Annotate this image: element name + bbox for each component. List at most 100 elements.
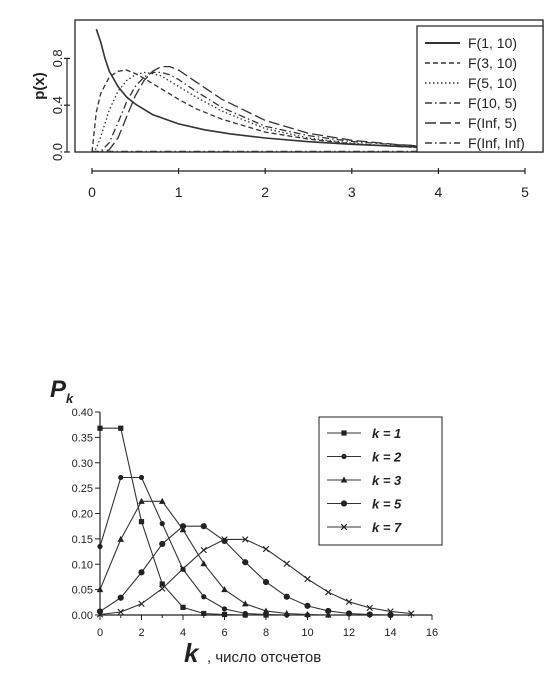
axis-ticks: 0 1 2 3 4 5 0.0 0.4 0.8 (50, 49, 529, 200)
data-point-k-7 (200, 546, 207, 554)
x-tick-label: 12 (343, 627, 355, 639)
x-tick-label: 6 (221, 627, 227, 639)
legend: F(1, 10) F(3, 10) F(5, 10) F(10, 5) F(Inf, 5… (416, 25, 544, 153)
data-point-k-5 (138, 569, 145, 576)
data-point-k-7 (138, 600, 145, 608)
data-point-k-5 (345, 610, 353, 617)
data-point-k-5 (200, 523, 207, 530)
legend-marker-k-5 (340, 500, 348, 507)
series-line-k-3 (99, 500, 329, 616)
y-axis-label-subscript: k (66, 391, 74, 406)
x-tick-label: 0 (97, 627, 103, 639)
y-tick-label: 0.20 (72, 509, 93, 521)
x-tick-label: 10 (301, 627, 313, 639)
data-point-k-7 (262, 545, 270, 553)
data-point-k-1 (138, 519, 145, 525)
data-point-k-7 (221, 536, 228, 543)
data-point-k-3 (262, 607, 270, 614)
x-tick-label: 5 (521, 184, 529, 200)
data-point-k-2 (201, 594, 207, 600)
x-tick-label: 1 (175, 184, 183, 200)
data-point-k-5 (366, 611, 373, 618)
data-point-k-2 (221, 606, 228, 612)
legend-marker-k-2 (341, 453, 347, 460)
data-point-k-7 (96, 611, 104, 618)
data-point-k-7 (408, 610, 415, 617)
data-point-k-7 (159, 585, 166, 592)
data-point-k-3 (324, 611, 332, 618)
y-tick-label: 0.8 (50, 49, 65, 67)
data-point-k-1 (159, 581, 165, 587)
data-point-k-5 (117, 594, 124, 601)
data-point-k-7 (117, 608, 124, 616)
data-point-k-5 (96, 608, 104, 615)
y-tick-label: 0.10 (72, 559, 93, 571)
data-point-k-5 (159, 540, 166, 548)
data-point-k-7 (387, 608, 394, 615)
data-point-k-5 (387, 611, 394, 619)
x-tick-label: 8 (263, 627, 269, 639)
data-point-k-2 (118, 474, 124, 481)
x-tick-label: 16 (426, 627, 438, 639)
axis-ticks: 0 2 4 6 8 10 12 14 16 0.00 0.05 0.10 0.15 0.20 0.25 0.3… (72, 407, 439, 639)
legend-marker-k-1 (341, 430, 347, 436)
y-tick-label: 0.05 (72, 585, 93, 597)
data-point-k-7 (366, 604, 373, 612)
series-line-f-5-10 (91, 71, 543, 152)
x-tick-label: 3 (348, 184, 356, 200)
legend-label-k-7: k = 7 (372, 520, 402, 535)
data-point-k-3 (200, 560, 208, 567)
legend-box (416, 25, 544, 153)
y-tick-label: 0.00 (72, 610, 93, 622)
x-axis-label-suffix: , число отсчетов (207, 649, 321, 666)
data-point-k-2 (138, 474, 145, 481)
y-axis-label: p(x) (31, 72, 48, 100)
x-axis-title: k , число отсчетов (184, 638, 321, 668)
legend-label-f-3-10: F(3, 10) (468, 55, 517, 71)
x-tick-label: 2 (138, 627, 144, 639)
legend-box (318, 416, 443, 546)
data-point-k-7 (325, 588, 332, 596)
data-point-k-2 (242, 610, 248, 617)
data-point-k-3 (158, 497, 166, 504)
legend-label-k-1: k = 1 (372, 426, 401, 441)
y-axis-title: P k (50, 376, 74, 406)
data-point-k-3 (241, 600, 249, 607)
data-point-k-3 (96, 586, 104, 593)
data-point-k-7 (304, 575, 311, 583)
data-point-k-3 (283, 609, 291, 616)
data-point-k-5 (262, 578, 270, 586)
legend-marker-k-7 (340, 523, 348, 531)
y-axis-label: P (50, 376, 67, 403)
x-tick-label: 0 (88, 184, 96, 200)
data-point-k-1 (97, 425, 103, 431)
data-point-k-5 (283, 593, 290, 600)
y-tick-label: 0.25 (72, 483, 93, 495)
data-point-k-7 (345, 598, 353, 605)
y-tick-label: 0.15 (72, 534, 93, 546)
series-line-k-1 (100, 427, 266, 616)
data-point-k-7 (179, 565, 187, 573)
legend-label-f-10-5: F(10, 5) (468, 95, 517, 111)
y-tick-label: 0.0 (50, 143, 65, 161)
legend-label-f-inf-inf: F(Inf, Inf) (468, 135, 525, 151)
legend-label-f-inf-5: F(Inf, 5) (468, 115, 517, 131)
data-point-k-3 (138, 497, 145, 504)
data-point-k-3 (304, 610, 311, 617)
data-point-k-5 (179, 523, 187, 530)
series-layer (96, 425, 415, 619)
legend-marker-k-3 (340, 476, 348, 483)
data-point-k-2 (97, 543, 103, 550)
y-tick-label: 0.35 (72, 432, 93, 444)
x-axis-label: k (184, 638, 200, 668)
legend-label-k-5: k = 5 (372, 497, 402, 512)
x-tick-label: 4 (435, 184, 443, 200)
data-point-k-3 (117, 535, 125, 542)
data-point-k-5 (325, 607, 332, 615)
data-point-k-1 (221, 611, 228, 618)
legend-label-f-1-10: F(1, 10) (468, 35, 517, 51)
legend-label-k-3: k = 3 (372, 473, 402, 488)
data-point-k-7 (283, 560, 290, 567)
x-tick-label: 14 (384, 627, 396, 639)
poisson-chart: 0 2 4 6 8 10 12 14 16 0.00 0.05 0.10 0.15 0.20 0.25 0.3… (50, 376, 443, 668)
